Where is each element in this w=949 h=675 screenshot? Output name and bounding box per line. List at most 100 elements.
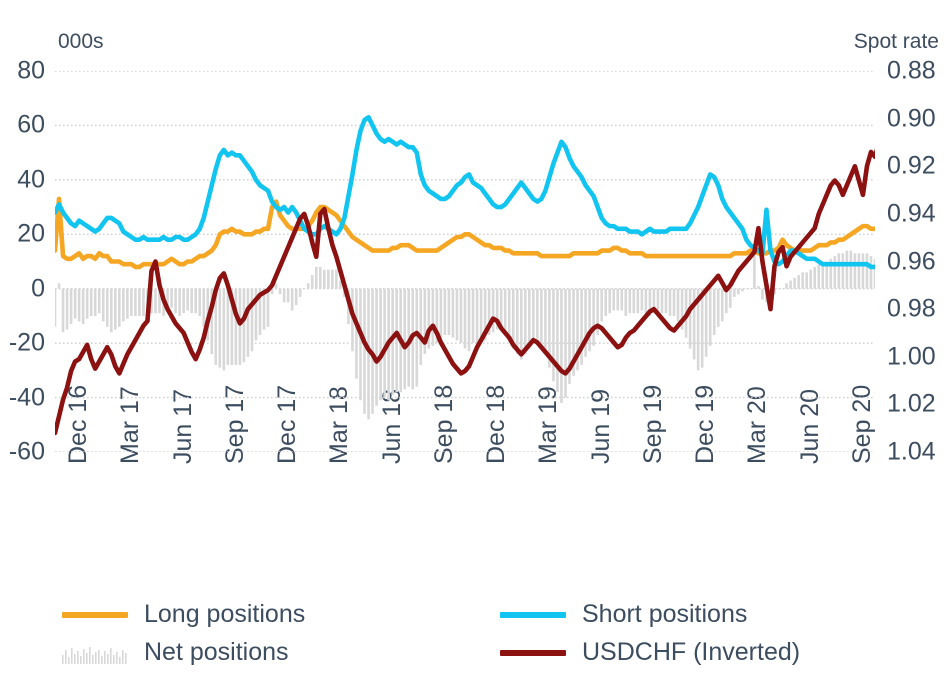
net-position-bar: [101, 288, 105, 322]
net-position-bar: [122, 288, 125, 322]
right-tick-0-98: 0.98: [887, 294, 936, 323]
net-position-bar: [733, 288, 736, 297]
short-positions-line: [55, 114, 875, 270]
net-position-bar: [443, 288, 447, 335]
net-position-bar: [628, 288, 632, 314]
net-position-bar: [158, 288, 161, 314]
net-position-bar: [487, 288, 491, 335]
net-position-bar: [624, 288, 628, 316]
net-position-bar: [692, 288, 696, 360]
left-axis-title: 000s: [58, 30, 104, 53]
usdchf-inverted-line: [55, 148, 875, 436]
net-position-bar: [793, 277, 796, 289]
net-position-bar: [817, 264, 821, 289]
net-position-bar: [222, 288, 226, 371]
net-position-bar: [708, 288, 712, 346]
net-position-bar: [797, 275, 800, 289]
net-position-bar: [656, 288, 660, 314]
net-position-bar: [865, 253, 869, 289]
net-position-bar: [415, 288, 419, 387]
net-position-bar: [644, 288, 648, 314]
net-position-bar: [166, 288, 169, 311]
net-position-bar: [431, 288, 435, 346]
net-position-bar: [226, 288, 230, 365]
net-position-bar: [202, 288, 206, 327]
net-position-bar: [728, 288, 732, 308]
left-tick-neg40: -40: [8, 383, 45, 412]
net-position-bar: [640, 288, 644, 311]
net-position-bar: [503, 288, 507, 335]
net-position-bar: [89, 288, 93, 316]
net-position-bar: [367, 288, 370, 420]
net-position-bar: [274, 283, 278, 289]
net-position-bar: [310, 275, 314, 289]
net-position-bar: [596, 288, 599, 335]
net-position-bar: [306, 283, 310, 289]
net-position-bar: [805, 272, 808, 289]
net-position-bar: [712, 288, 716, 335]
net-position-bar: [57, 283, 61, 289]
net-position-bar: [395, 288, 398, 393]
net-position-bar: [351, 288, 354, 352]
net-position-bar: [65, 288, 69, 330]
net-position-bar: [592, 288, 595, 346]
net-position-bar: [258, 288, 262, 335]
net-position-bar: [861, 253, 865, 289]
net-position-bar: [785, 283, 788, 289]
net-position-bar: [672, 288, 676, 316]
net-position-bar: [813, 266, 817, 289]
chart-svg: [55, 71, 875, 452]
net-position-bar: [668, 288, 672, 316]
net-position-bar: [600, 288, 603, 322]
net-position-bar: [134, 288, 137, 316]
net-position-bar: [323, 269, 326, 289]
left-tick-80: 80: [17, 56, 45, 85]
net-position-bar: [833, 256, 837, 289]
net-position-bar: [483, 288, 487, 341]
net-position-bar: [246, 288, 250, 357]
legend-item-short-positions[interactable]: Short positions: [500, 600, 747, 629]
net-position-bar: [105, 288, 109, 327]
right-tick-1-02: 1.02: [887, 389, 936, 418]
net-position-bar: [781, 288, 784, 290]
net-position-bar: [580, 288, 583, 365]
legend-item-usdchf-inverted[interactable]: USDCHF (Inverted): [500, 638, 800, 667]
net-position-bar: [294, 288, 298, 306]
net-position-bar: [455, 288, 459, 341]
net-position-bar: [511, 288, 515, 349]
net-position-bar: [379, 288, 382, 401]
net-position-bar: [648, 288, 652, 316]
net-position-bar: [479, 288, 483, 344]
net-position-bar: [724, 288, 728, 314]
net-position-bar: [391, 288, 394, 395]
net-position-bar: [519, 288, 523, 360]
net-position-bar: [427, 288, 431, 349]
net-position-bar: [616, 288, 620, 311]
net-position-bar: [439, 288, 443, 338]
net-position-bar: [560, 288, 563, 404]
legend-label: Long positions: [144, 600, 306, 628]
net-position-bar: [556, 288, 559, 393]
net-position-bar: [467, 288, 471, 352]
net-position-bar: [423, 288, 427, 355]
net-position-bar: [737, 288, 740, 295]
net-position-bar: [150, 288, 153, 314]
legend-line-swatch-icon: [62, 611, 128, 618]
net-position-bar: [363, 288, 366, 414]
net-position-bar: [270, 288, 274, 295]
right-tick-0-92: 0.92: [887, 151, 936, 180]
net-position-bar: [77, 288, 81, 322]
net-position-bar: [688, 288, 692, 349]
net-position-bar: [451, 288, 455, 338]
net-position-bar: [821, 264, 825, 289]
plot-area: [55, 71, 875, 452]
legend-item-long-positions[interactable]: Long positions: [62, 600, 305, 629]
legend-item-net-positions[interactable]: Net positions: [62, 638, 289, 667]
net-position-bar: [757, 285, 760, 289]
right-tick-1-04: 1.04: [887, 437, 936, 466]
net-position-bar: [186, 288, 189, 311]
left-tick-0: 0: [31, 274, 45, 303]
right-axis-title: Spot rate: [853, 30, 939, 53]
net-position-bar: [234, 288, 238, 365]
net-position-bar: [761, 288, 764, 300]
